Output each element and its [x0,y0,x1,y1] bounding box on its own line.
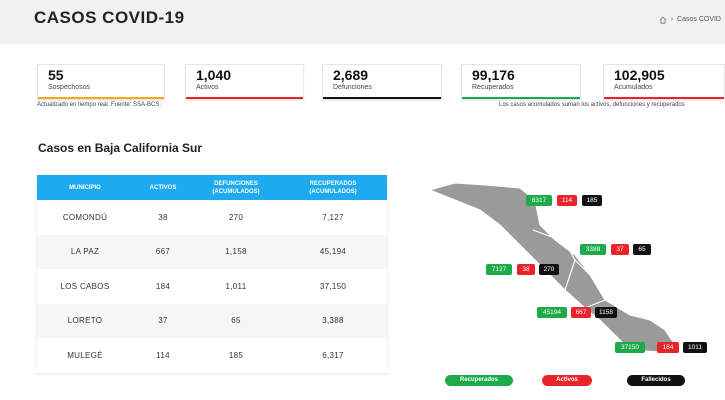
map-badge-comondu-fallecidos: 270 [539,264,559,275]
map-badge-loscabos-recuperados: 37150 [615,342,645,353]
stat-value: 1,040 [196,67,232,83]
breadcrumb: › Casos COVID [659,16,721,24]
map-badge-loreto-activos: 37 [611,244,629,255]
page-title: CASOS COVID-19 [34,8,185,27]
stat-accent-bar [323,97,441,99]
cell-activos: 667 [155,247,171,257]
table-row: LA PAZ 667 1,158 45,194 [37,234,387,269]
cell-municipio: LOS CABOS [60,281,110,291]
section-title: Casos en Baja California Sur [38,141,203,155]
cell-defunciones: 1,011 [225,281,247,291]
map-badge-mulege-activos: 114 [557,195,577,206]
cell-defunciones: 65 [231,316,241,326]
cell-activos: 114 [156,350,170,360]
map-badge-comondu-recuperados: 7127 [486,264,512,275]
map-badge-comondu-activos: 38 [517,264,535,275]
table-row: COMONDÚ 38 270 7,127 [37,200,387,235]
cell-recuperados: 6,317 [322,350,344,360]
map-badge-mulege-recuperados: 6317 [526,195,552,206]
municipios-table: MUNICIPIO ACTIVOS DEFUNCIONES (ACUMULADOS… [37,175,387,373]
col-header-defunciones: DEFUNCIONES (ACUMULADOS) [212,180,260,195]
col-header-municipio: MUNICIPIO [69,184,101,191]
legend-recuperados: Recuperados [445,375,513,386]
stat-label: Acumulados [614,84,653,91]
stat-card-recuperados: 99,176 Recuperados [461,64,581,100]
stat-value: 2,689 [333,67,369,83]
cell-activos: 38 [158,212,168,222]
stat-card-activos: 1,040 Activos [185,64,304,100]
cumulative-note: Los casos acumulados suman los activos, … [499,102,685,108]
breadcrumb-current: Casos COVID [677,16,721,23]
header-bar: CASOS COVID-19 › Casos COVID [0,0,725,44]
cell-defunciones: 185 [228,350,244,360]
cell-activos: 37 [158,316,168,326]
map-badge-lapaz-activos: 667 [571,307,591,318]
cell-recuperados: 37,150 [319,281,347,291]
table-header-row: MUNICIPIO ACTIVOS DEFUNCIONES (ACUMULADOS… [37,175,387,200]
update-note: Actualizado en tiempo real. Fuente: SSA-… [37,102,162,108]
stat-card-sospechosos: 55 Sospechosos [37,64,165,100]
map-badge-loreto-fallecidos: 65 [633,244,651,255]
stat-value: 102,905 [614,67,665,83]
map-badge-lapaz-recuperados: 45194 [537,307,567,318]
stat-label: Activos [196,84,219,91]
cell-defunciones: 1,158 [225,247,247,257]
map-badge-mulege-fallecidos: 185 [582,195,602,206]
state-map-shape [428,182,676,353]
table-row: MULEGÉ 114 185 6,317 [37,338,387,373]
cell-municipio: LORETO [67,316,103,326]
cell-defunciones: 270 [228,212,244,222]
cell-recuperados: 3,388 [322,316,344,326]
table-row: LORETO 37 65 3,388 [37,303,387,338]
home-icon[interactable] [659,16,667,24]
stat-accent-bar [38,97,164,99]
stat-label: Defunciones [333,84,372,91]
map-badge-loreto-recuperados: 3388 [580,244,606,255]
stat-accent-bar [462,97,580,99]
breadcrumb-separator: › [670,16,674,23]
cell-activos: 184 [155,281,171,291]
legend-activos: Activos [542,375,592,386]
stat-value: 99,176 [472,67,515,83]
cell-municipio: COMONDÚ [62,212,108,222]
stat-accent-bar [604,97,724,99]
stat-label: Sospechosos [48,84,91,91]
legend-fallecidos: Fallecidos [627,375,685,386]
stat-accent-bar [186,97,303,99]
map-badge-loscabos-activos: 184 [657,342,679,353]
col-header-activos: ACTIVOS [149,184,177,191]
stat-value: 55 [48,67,64,83]
stat-card-acumulados: 102,905 Acumulados [603,64,725,100]
stat-card-defunciones: 2,689 Defunciones [322,64,442,100]
table-row: LOS CABOS 184 1,011 37,150 [37,269,387,304]
map-badge-loscabos-fallecidos: 1011 [683,342,707,353]
cell-recuperados: 45,194 [319,247,347,257]
cell-municipio: LA PAZ [70,247,100,257]
stat-label: Recuperados [472,84,514,91]
cell-recuperados: 7,127 [322,212,344,222]
baja-california-sur-map: 6317 114 185 3388 37 65 7127 38 270 4519… [425,180,725,360]
col-header-recuperados: RECUPERADOS (ACUMULADOS) [309,180,357,195]
map-badge-lapaz-fallecidos: 1158 [595,307,617,318]
cell-municipio: MULEGÉ [67,350,103,360]
